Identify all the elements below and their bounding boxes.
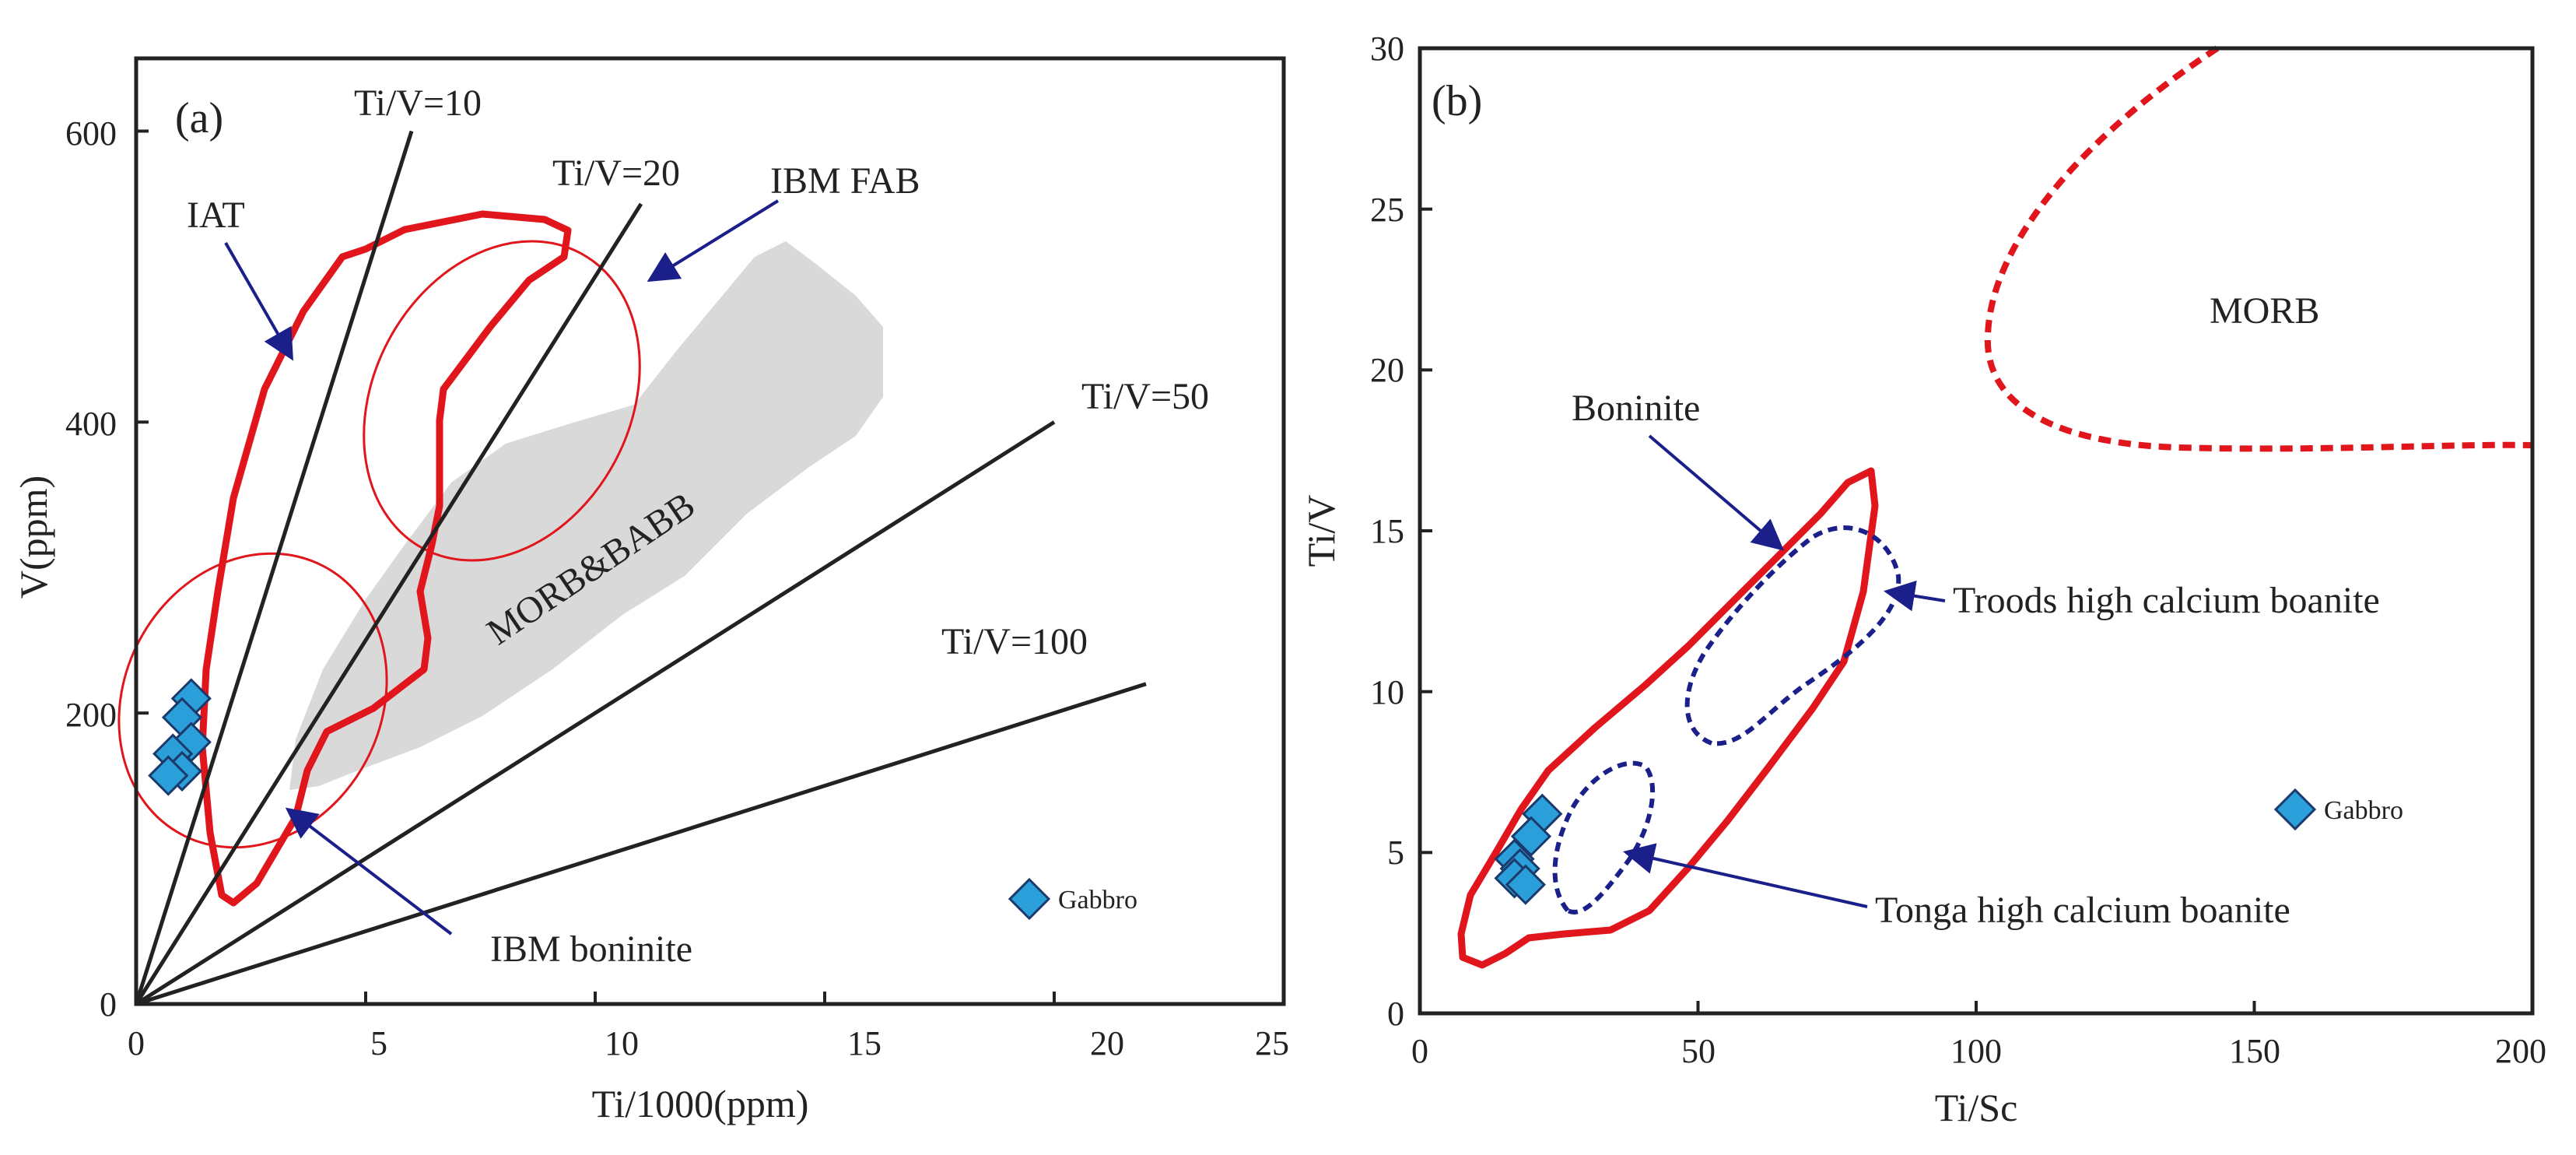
iat-label: IAT (187, 195, 245, 236)
arrow-tonga (1623, 843, 1868, 908)
ratio-line-10 (134, 130, 414, 1005)
gabbro-points-a (148, 678, 212, 796)
y-tick-label-a-3: 600 (65, 114, 117, 153)
x-tick-label-a-5: 25 (1255, 1024, 1289, 1062)
plot-frame-b (1418, 46, 2535, 1016)
y-tick-label-b-2: 10 (1370, 673, 1404, 711)
y-ticks-b (1420, 47, 1432, 1015)
y-axis-label-b: Ti/V (1299, 495, 1343, 567)
ratio-line-20 (134, 202, 643, 1006)
y-ticks-a (136, 129, 149, 1006)
legend-label-b: Gabbro (2324, 796, 2403, 825)
legend-marker-b (2273, 788, 2317, 831)
gabbro-point-b-1 (1510, 816, 1552, 857)
x-tick-label-a-1: 5 (370, 1024, 387, 1062)
ibm-fab-label: IBM FAB (770, 160, 920, 202)
x-tick-label-b-0: 0 (1411, 1032, 1428, 1070)
y-tick-label-b-4: 20 (1370, 351, 1404, 389)
ratio-label-20: Ti/V=20 (552, 153, 680, 194)
y-tick-label-b-6: 30 (1370, 30, 1404, 68)
ratio-lines (134, 130, 1147, 1006)
x-axis-label-b: Ti/Sc (1935, 1086, 2018, 1129)
x-tick-label-a-4: 20 (1090, 1024, 1124, 1062)
tonga-field (1552, 760, 1656, 915)
x-tick-label-b-3: 150 (2229, 1032, 2280, 1070)
morb-label: MORB (2210, 290, 2319, 332)
legend-marker-a (1008, 877, 1051, 921)
troods-field (1684, 525, 1901, 746)
ibm-boninite-field (117, 552, 388, 849)
x-tick-label-a-2: 10 (605, 1024, 639, 1062)
ratio-line-100 (135, 682, 1147, 1006)
morb-boundary (1984, 45, 2533, 452)
y-tick-label-a-1: 200 (65, 696, 117, 734)
arrow-troods (1884, 580, 1946, 612)
gabbro-point-b-5 (1505, 864, 1546, 905)
y-tick-label-b-3: 15 (1370, 512, 1404, 550)
x-tick-label-b-1: 50 (1681, 1032, 1716, 1070)
panel-a: Ti/V=10 Ti/V=20 Ti/V=50 Ti/V=100 IAT IBM… (12, 56, 1289, 1125)
arrow-ibm-boninite (285, 807, 453, 936)
ratio-label-10: Ti/V=10 (354, 82, 482, 124)
panel-label-a: (a) (175, 94, 223, 142)
x-ticks-a (135, 992, 1285, 1004)
x-tick-label-a-0: 0 (128, 1024, 145, 1062)
y-tick-label-b-0: 0 (1387, 995, 1404, 1033)
arrow-ibm-fab (647, 199, 780, 283)
y-axis-label-a: V(ppm) (12, 476, 55, 599)
y-tick-label-b-5: 25 (1370, 191, 1404, 229)
panel-b: MORB Boninite Troods high calcium boanit… (1299, 30, 2546, 1129)
tonga-label: Tonga high calcium boanite (1875, 890, 2290, 931)
gabbro-points-b (1494, 793, 1563, 905)
plot-frame-a (134, 56, 1286, 1006)
boninite-field (1457, 467, 1879, 969)
arrow-boninite (1648, 434, 1785, 551)
arrow-iat (224, 242, 293, 361)
legend-label-a: Gabbro (1058, 886, 1137, 915)
troods-label: Troods high calcium boanite (1953, 580, 2380, 621)
x-tick-label-b-2: 100 (1950, 1032, 2002, 1070)
x-tick-label-a-3: 15 (847, 1024, 881, 1062)
x-axis-label-a: Ti/1000(ppm) (592, 1082, 809, 1125)
morb-babb-field (289, 241, 883, 790)
gabbro-point-a-5 (148, 755, 189, 796)
x-tick-label-b-4: 200 (2495, 1032, 2546, 1070)
y-tick-label-a-0: 0 (100, 985, 117, 1023)
ratio-line-50 (135, 420, 1056, 1006)
ratio-label-100: Ti/V=100 (941, 621, 1088, 662)
ibm-boninite-label: IBM boninite (490, 929, 692, 970)
panel-label-b: (b) (1432, 77, 1482, 125)
x-ticks-b (1418, 1001, 2534, 1013)
boninite-label: Boninite (1572, 388, 1700, 429)
ratio-label-50: Ti/V=50 (1081, 376, 1209, 417)
y-tick-label-b-1: 5 (1387, 834, 1404, 872)
iat-field (198, 210, 572, 907)
y-tick-label-a-2: 400 (65, 405, 117, 443)
